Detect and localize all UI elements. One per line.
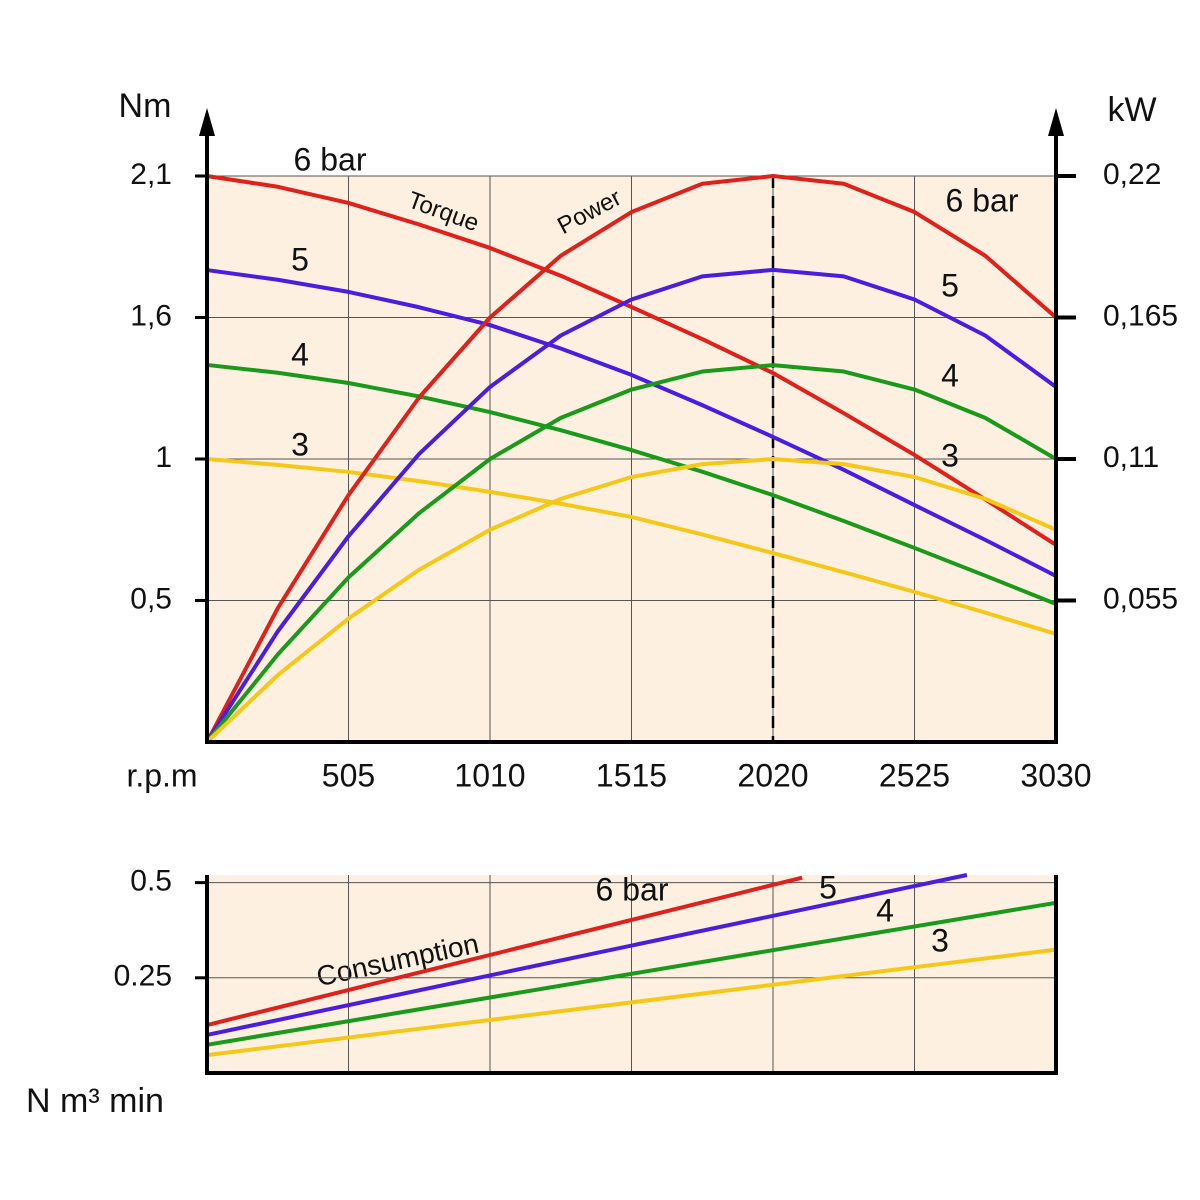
y2-tick-label: 0,055 (1103, 582, 1178, 615)
series-label: 5 (941, 267, 959, 303)
y2-axis-label: kW (1107, 91, 1156, 129)
series-label: 5 (819, 869, 837, 905)
series-line (206, 900, 1057, 1047)
series-label: 3 (931, 922, 949, 958)
series-line (206, 873, 968, 1037)
y-tick-label: 0,5 (130, 582, 172, 615)
series-label: 3 (291, 426, 309, 462)
series-label: 4 (941, 357, 959, 393)
y-tick-label: 0.5 (130, 865, 172, 898)
series-line (205, 363, 1058, 744)
y-tick-label: 1 (155, 441, 172, 474)
y-axis-label: N m³ min (26, 1082, 164, 1120)
axis-arrow (1048, 108, 1064, 136)
series-line (206, 174, 1058, 547)
series-line (206, 268, 1057, 578)
y-axis-label: Nm (119, 87, 172, 125)
y-tick-label: 0.25 (114, 960, 172, 993)
x-tick-label: 3030 (1020, 757, 1091, 793)
series-label: 4 (876, 892, 894, 928)
x-axis-label: r.p.m (126, 757, 197, 793)
y-tick-label: 2,1 (130, 158, 172, 191)
series-line (205, 457, 1057, 744)
series-line (206, 362, 1057, 606)
y-tick-label: 1,6 (130, 299, 172, 332)
x-tick-label: 1515 (596, 757, 667, 793)
series-label: 6 bar (946, 182, 1019, 218)
series-label: 5 (291, 241, 309, 277)
x-tick-label: 2525 (879, 757, 950, 793)
axis-arrow (199, 108, 215, 136)
series-line (206, 875, 803, 1027)
series-label: 6 bar (596, 871, 669, 907)
series-line (206, 457, 1057, 636)
y2-tick-label: 0,22 (1103, 158, 1161, 191)
series-label: 4 (291, 336, 309, 372)
x-tick-label: 2020 (737, 757, 808, 793)
y2-tick-label: 0,165 (1103, 299, 1178, 332)
series-line (205, 174, 1058, 743)
x-tick-label: 505 (322, 757, 375, 793)
series-line (205, 267, 1058, 744)
series-line (206, 947, 1057, 1058)
y2-tick-label: 0,11 (1103, 441, 1159, 474)
series-label: 3 (941, 437, 959, 473)
series-label: 6 bar (294, 141, 367, 177)
x-tick-label: 1010 (454, 757, 525, 793)
